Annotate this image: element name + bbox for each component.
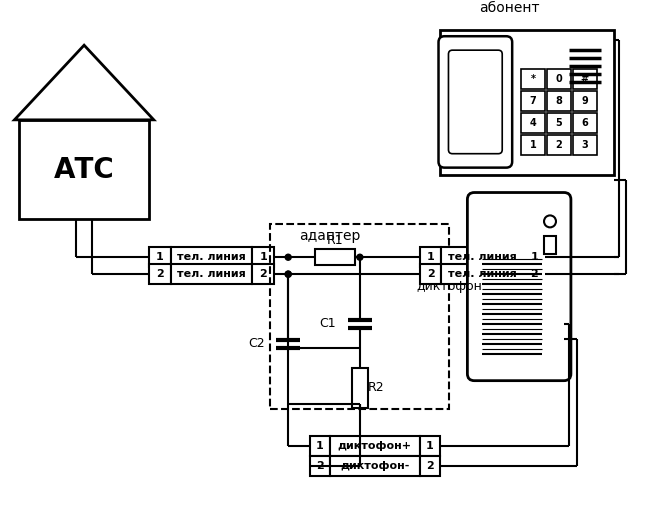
Bar xyxy=(442,264,523,284)
Text: тел. линия: тел. линия xyxy=(177,269,246,279)
Bar xyxy=(544,237,556,254)
Bar xyxy=(420,456,440,476)
Text: 5: 5 xyxy=(556,118,563,128)
Bar xyxy=(521,69,545,89)
Text: АТС: АТС xyxy=(54,156,114,184)
Text: 1: 1 xyxy=(426,252,434,262)
Bar xyxy=(171,264,253,284)
Bar xyxy=(440,30,613,175)
Bar xyxy=(523,247,545,267)
Bar xyxy=(420,264,442,284)
Text: 8: 8 xyxy=(555,96,563,106)
Bar xyxy=(149,247,171,267)
Text: 2: 2 xyxy=(530,269,538,279)
Text: 6: 6 xyxy=(582,118,588,128)
Text: абонент: абонент xyxy=(479,2,539,15)
Text: C1: C1 xyxy=(320,317,336,331)
Bar xyxy=(149,264,171,284)
Text: 1: 1 xyxy=(316,441,324,451)
FancyBboxPatch shape xyxy=(467,193,571,381)
Circle shape xyxy=(285,271,292,277)
Bar xyxy=(420,247,442,267)
Text: 7: 7 xyxy=(529,96,537,106)
Bar xyxy=(253,264,274,284)
Bar xyxy=(547,69,571,89)
Bar xyxy=(573,69,597,89)
Bar xyxy=(521,113,545,133)
Text: 1: 1 xyxy=(530,252,538,262)
Bar xyxy=(171,247,253,267)
Text: R2: R2 xyxy=(368,381,384,394)
Bar xyxy=(253,247,274,267)
Bar xyxy=(523,264,545,284)
Bar xyxy=(573,135,597,155)
Bar xyxy=(330,456,420,476)
Bar xyxy=(521,91,545,111)
Bar xyxy=(547,135,571,155)
Text: 2: 2 xyxy=(426,269,434,279)
Text: 9: 9 xyxy=(582,96,588,106)
Bar xyxy=(352,367,368,408)
Bar xyxy=(547,113,571,133)
Text: #: # xyxy=(581,74,589,84)
Bar xyxy=(420,437,440,456)
Text: 1: 1 xyxy=(529,140,537,150)
Text: диктофон: диктофон xyxy=(416,280,483,293)
Text: диктофон-: диктофон- xyxy=(340,461,409,472)
Bar xyxy=(315,249,355,265)
Bar xyxy=(330,437,420,456)
FancyBboxPatch shape xyxy=(438,36,512,167)
Bar xyxy=(310,456,330,476)
Bar xyxy=(547,91,571,111)
Text: 1: 1 xyxy=(156,252,164,262)
Text: диктофон+: диктофон+ xyxy=(338,441,412,451)
Bar xyxy=(521,135,545,155)
Circle shape xyxy=(285,254,292,260)
Text: тел. линия: тел. линия xyxy=(448,269,517,279)
Polygon shape xyxy=(15,45,154,120)
Bar xyxy=(573,113,597,133)
Text: 2: 2 xyxy=(556,140,563,150)
Text: адаптер: адаптер xyxy=(299,229,361,243)
Text: 2: 2 xyxy=(259,269,267,279)
Bar xyxy=(310,437,330,456)
Circle shape xyxy=(357,254,363,260)
FancyBboxPatch shape xyxy=(448,50,502,154)
Text: C2: C2 xyxy=(248,337,264,351)
Text: 2: 2 xyxy=(156,269,164,279)
Text: 2: 2 xyxy=(426,461,434,472)
Text: R1: R1 xyxy=(327,234,343,247)
Bar xyxy=(442,247,523,267)
Text: 4: 4 xyxy=(529,118,537,128)
Text: тел. линия: тел. линия xyxy=(177,252,246,262)
Text: тел. линия: тел. линия xyxy=(448,252,517,262)
Bar xyxy=(270,224,449,409)
Text: 2: 2 xyxy=(316,461,324,472)
Bar xyxy=(573,91,597,111)
Circle shape xyxy=(285,271,292,277)
Text: 1: 1 xyxy=(259,252,267,262)
Text: *: * xyxy=(531,74,535,84)
Bar xyxy=(19,120,149,220)
Text: 0: 0 xyxy=(556,74,563,84)
Text: 1: 1 xyxy=(426,441,434,451)
Text: 3: 3 xyxy=(582,140,588,150)
